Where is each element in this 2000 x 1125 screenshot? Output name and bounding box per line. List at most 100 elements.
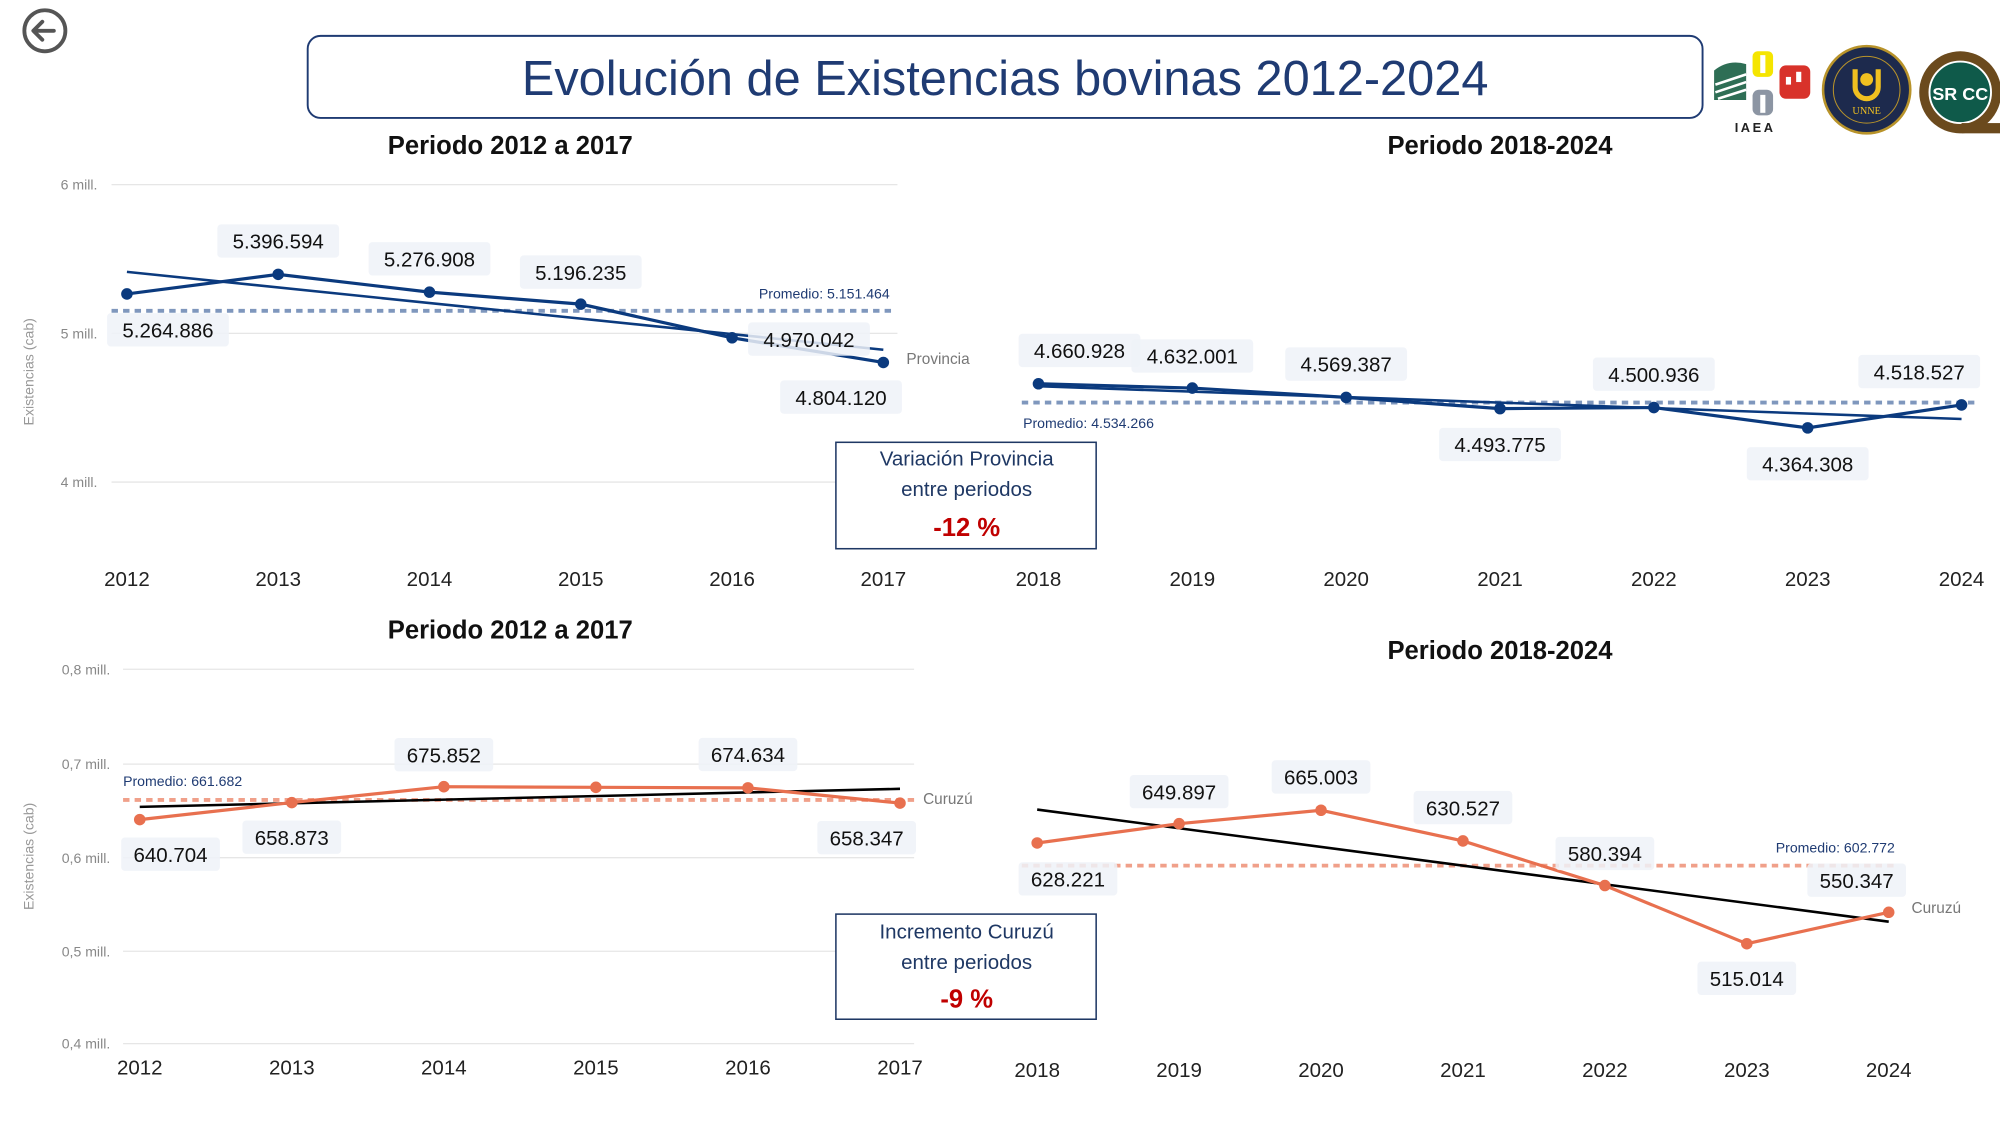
data-point[interactable] xyxy=(1741,937,1753,950)
data-point[interactable] xyxy=(1173,817,1185,830)
data-label: 630.527 xyxy=(1413,790,1513,825)
svg-text:Variación Provincia: Variación Provincia xyxy=(880,447,1055,470)
average-label: Promedio: 661.682 xyxy=(123,773,242,789)
svg-text:entre periodos: entre periodos xyxy=(901,478,1032,501)
svg-text:5.196.235: 5.196.235 xyxy=(535,262,626,285)
data-point[interactable] xyxy=(272,268,284,281)
x-tick-label: 2022 xyxy=(1582,1059,1628,1082)
x-tick-label: 2016 xyxy=(725,1056,771,1079)
y-tick-label: 0,5 mill. xyxy=(62,943,111,959)
svg-text:4.500.936: 4.500.936 xyxy=(1608,364,1699,387)
data-point[interactable] xyxy=(121,288,133,300)
svg-text:649.897: 649.897 xyxy=(1142,781,1216,804)
x-tick-label: 2020 xyxy=(1298,1059,1344,1082)
svg-text:580.394: 580.394 xyxy=(1568,843,1642,866)
y-tick-label: 0,4 mill. xyxy=(62,1036,111,1052)
x-tick-label: 2018 xyxy=(1014,1059,1060,1082)
data-label: 4.500.936 xyxy=(1592,357,1715,391)
svg-text:675.852: 675.852 xyxy=(407,744,481,767)
svg-text:658.873: 658.873 xyxy=(255,827,329,850)
data-point[interactable] xyxy=(1315,804,1327,817)
data-point[interactable] xyxy=(877,356,890,369)
variation-value: -12 % xyxy=(933,514,1000,542)
data-point[interactable] xyxy=(1955,399,1968,411)
x-tick-label: 2012 xyxy=(104,568,150,591)
average-label: Promedio: 5.151.464 xyxy=(759,286,890,302)
data-label: 4.569.387 xyxy=(1285,347,1408,381)
arrow-left-circle-icon[interactable] xyxy=(22,8,68,54)
x-tick-label: 2014 xyxy=(421,1056,467,1079)
x-tick-label: 2021 xyxy=(1440,1059,1486,1082)
data-label: 5.196.235 xyxy=(519,255,642,289)
data-point[interactable] xyxy=(286,796,298,809)
x-tick-label: 2015 xyxy=(573,1056,619,1079)
svg-text:674.634: 674.634 xyxy=(711,744,785,767)
data-point[interactable] xyxy=(1457,835,1469,847)
title-box xyxy=(306,34,1704,119)
svg-text:entre periodos: entre periodos xyxy=(901,951,1032,974)
iaea-logo: IAEA xyxy=(1714,51,1811,135)
svg-text:628.221: 628.221 xyxy=(1031,869,1105,892)
variation-value: -9 % xyxy=(940,986,993,1014)
x-tick-label: 2013 xyxy=(255,568,301,591)
data-label: 675.852 xyxy=(394,737,494,772)
back-button[interactable] xyxy=(22,8,68,54)
chart-2: Periodo 2018-2024 2018 2019 2020 2021 2022 202… xyxy=(1016,132,1985,591)
data-point[interactable] xyxy=(1340,391,1352,404)
data-label: 665.003 xyxy=(1271,760,1371,794)
data-point[interactable] xyxy=(894,797,906,809)
average-label: Promedio: 602.772 xyxy=(1776,840,1895,856)
unne-logo: UNNE xyxy=(1821,44,1912,135)
x-tick-label: 2023 xyxy=(1785,568,1831,591)
data-label: 4.632.001 xyxy=(1131,339,1254,373)
data-point[interactable] xyxy=(726,332,738,344)
data-point[interactable] xyxy=(742,782,754,794)
data-point[interactable] xyxy=(1801,422,1814,434)
y-tick-label: 4 mill. xyxy=(61,474,98,490)
data-point[interactable] xyxy=(423,286,436,298)
svg-text:UNNE: UNNE xyxy=(1852,106,1880,117)
data-point[interactable] xyxy=(1648,401,1660,414)
x-tick-label: 2014 xyxy=(407,568,453,591)
data-point[interactable] xyxy=(1494,402,1506,415)
svg-text:SR CC: SR CC xyxy=(1932,84,1988,104)
svg-text:4.493.775: 4.493.775 xyxy=(1454,434,1545,457)
svg-text:IAEA: IAEA xyxy=(1735,120,1776,135)
y-tick-label: 5 mill. xyxy=(61,325,98,341)
data-point[interactable] xyxy=(133,813,146,826)
svg-text:5.396.594: 5.396.594 xyxy=(233,231,324,254)
data-label: 5.276.908 xyxy=(368,242,491,276)
data-point[interactable] xyxy=(1599,879,1611,892)
svg-text:665.003: 665.003 xyxy=(1284,767,1358,790)
y-tick-label: 0,6 mill. xyxy=(62,850,111,866)
data-point[interactable] xyxy=(575,298,587,310)
y-axis-title: Existencias (cab) xyxy=(20,803,36,910)
series-label: Provincia xyxy=(906,351,970,368)
data-point[interactable] xyxy=(1032,377,1045,390)
svg-text:640.704: 640.704 xyxy=(133,844,207,867)
svg-text:4.804.120: 4.804.120 xyxy=(795,387,886,410)
x-tick-label: 2015 xyxy=(558,568,604,591)
data-label: 4.970.042 xyxy=(748,322,870,356)
data-point[interactable] xyxy=(590,781,602,794)
data-label: 658.347 xyxy=(817,821,917,855)
x-tick-label: 2019 xyxy=(1170,568,1216,591)
x-tick-label: 2017 xyxy=(877,1056,923,1079)
chart-1: Periodo 2012 a 2017 6 mill. 5 mill. 4 mill.… xyxy=(20,132,970,591)
variation-box-provincia: Variación Provincia entre periodos -12 % xyxy=(835,441,1097,550)
data-point[interactable] xyxy=(1186,382,1199,394)
average-label: Promedio: 4.534.266 xyxy=(1023,415,1154,431)
data-label: 640.704 xyxy=(121,837,220,871)
x-tick-label: 2021 xyxy=(1477,568,1523,591)
data-label: 658.873 xyxy=(242,820,342,854)
data-point[interactable] xyxy=(1882,906,1895,919)
data-point[interactable] xyxy=(1031,837,1043,849)
svg-text:4.970.042: 4.970.042 xyxy=(763,329,854,352)
x-tick-label: 2016 xyxy=(709,568,755,591)
data-label: 580.394 xyxy=(1555,836,1655,871)
data-point[interactable] xyxy=(438,780,450,793)
series-line xyxy=(139,785,901,822)
svg-text:4.569.387: 4.569.387 xyxy=(1301,354,1392,377)
x-tick-label: 2024 xyxy=(1866,1059,1912,1082)
